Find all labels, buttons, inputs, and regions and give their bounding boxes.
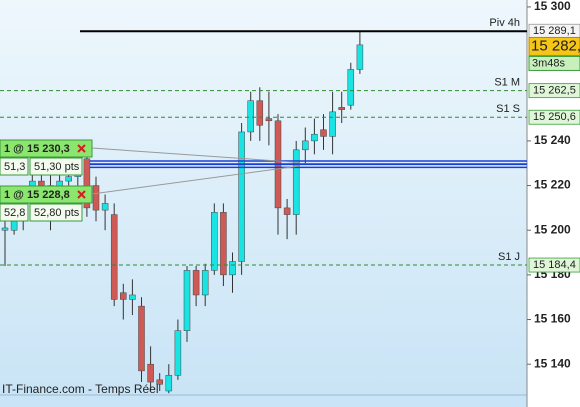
candle-body [329,111,336,137]
candle-body [183,270,191,331]
candle-body [147,363,154,383]
y-tick-label: 15 220 [534,178,571,192]
candle-body [347,69,355,106]
candle-body [283,207,291,215]
last-price: 15 282,3 [531,37,580,54]
level-name: S1 J [498,251,520,263]
candle-body [110,214,118,300]
order-pts: 52,80 pts [34,207,80,219]
order-pnl: 52,8 [4,207,25,219]
timer-box [528,55,580,71]
candle-body [129,294,136,300]
candle-body [211,212,218,271]
candle-body [320,129,327,137]
candle-body [311,133,318,142]
timer: 3m48s [532,57,566,69]
candle-body [10,221,18,231]
level-box [528,83,580,99]
order-box [0,139,93,158]
last-price-box [528,36,580,56]
level-value: 15 184,4 [533,259,576,271]
level-box [528,109,580,125]
order-close [77,144,86,153]
y-tick-label: 15 160 [534,312,571,326]
candle-body [302,140,309,151]
level-value: 15 289,1 [533,25,576,37]
level-name: Piv 4h [489,17,520,29]
candle-body [165,375,173,392]
candle-body [247,100,254,133]
candle-body [229,261,236,276]
order-box [0,185,93,204]
candle-body [38,180,45,186]
y-tick-label: 15 300 [534,0,571,13]
candle-body [156,379,163,385]
y-tick-label: 15 240 [534,133,571,147]
order-pts: 51,30 pts [34,161,80,173]
level-name: S1 M [494,77,520,89]
order-label: 1 @ 15 230,3 [4,143,70,155]
candle-body [265,118,273,122]
candle-body [220,212,227,276]
candle-body [120,292,127,300]
candle-body [292,149,300,215]
level-name: S1 S [496,103,520,115]
level-value: 15 262,5 [533,85,576,97]
candle-body [192,270,200,296]
order-label: 1 @ 15 228,8 [4,189,70,201]
order-pts-box [29,203,83,222]
candle-body [256,100,264,126]
candle-body [138,305,145,372]
order-pts-box [29,157,83,176]
candle-body [92,185,100,211]
candle-body [65,176,72,182]
level-box [528,257,580,273]
candle-body [356,44,364,70]
candle-body [83,158,91,209]
candle-body [338,107,345,110]
level-value: 15 250,6 [533,111,576,123]
candle-body [174,330,182,376]
y-tick-label: 15 200 [534,222,571,236]
candle-body [201,270,209,296]
footer [0,395,527,407]
candle-body [238,131,245,262]
candle-body [101,203,109,211]
order-pnl: 51,3 [4,161,25,173]
y-tick-label: 15 140 [534,356,571,370]
order-pnl-box [0,157,29,176]
watermark: IT-Finance.com - Temps Réel [2,382,159,396]
order-connector [91,165,301,195]
order-connector [91,147,301,164]
order-close [77,190,86,199]
candle-body [1,227,9,231]
order-pnl-box [0,203,29,222]
